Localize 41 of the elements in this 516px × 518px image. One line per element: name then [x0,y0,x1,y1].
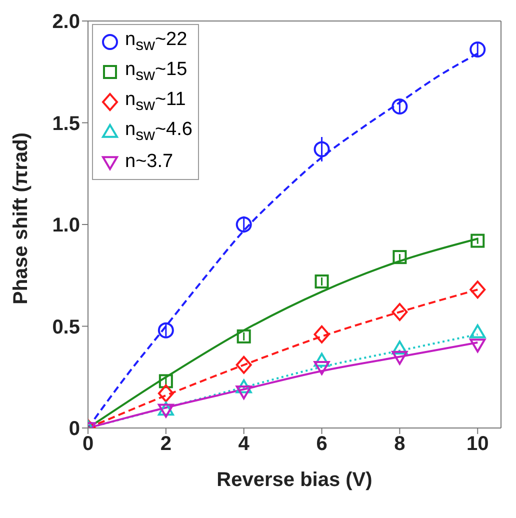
legend-label: n$_{sw}$~4.6 [125,119,192,145]
point [314,352,330,367]
y-axis-title: Phase shift (πrad) [10,132,32,304]
x-axis-title: Reverse bias (V) [216,469,372,491]
point [470,324,486,338]
point [158,384,174,402]
point [392,250,407,264]
point [314,361,330,375]
point [392,340,408,355]
legend-label: n~3.7 [125,151,174,173]
y-tick-label: 0.5 [52,316,80,338]
point [314,274,329,288]
point [314,325,330,344]
x-tick-label: 4 [238,433,250,456]
x-tick-label: 6 [316,433,328,456]
x-tick-label: 2 [160,433,172,456]
legend-label: n$_{sw}$~11 [125,89,186,115]
point [236,356,252,374]
point [236,329,251,344]
legend-label: n$_{sw}$~22 [125,29,188,55]
y-tick-label: 1.0 [52,214,80,237]
y-tick-label: 0 [68,418,80,440]
legend-label: n$_{sw}$~15 [125,59,188,85]
x-tick-label: 10 [466,433,489,456]
point [392,98,408,114]
point [314,141,330,158]
x-tick-label: 8 [394,433,406,456]
y-tick-label: 2.0 [52,11,80,34]
point [158,374,173,388]
point [236,385,252,400]
point [470,41,486,58]
x-tick-label: 0 [82,433,94,456]
point [470,234,485,248]
y-tick-label: 1.5 [52,112,80,135]
point [236,379,252,394]
point [158,322,174,338]
point [470,280,486,299]
point [392,303,408,322]
point [392,350,408,365]
point [470,338,486,353]
point [236,216,252,232]
